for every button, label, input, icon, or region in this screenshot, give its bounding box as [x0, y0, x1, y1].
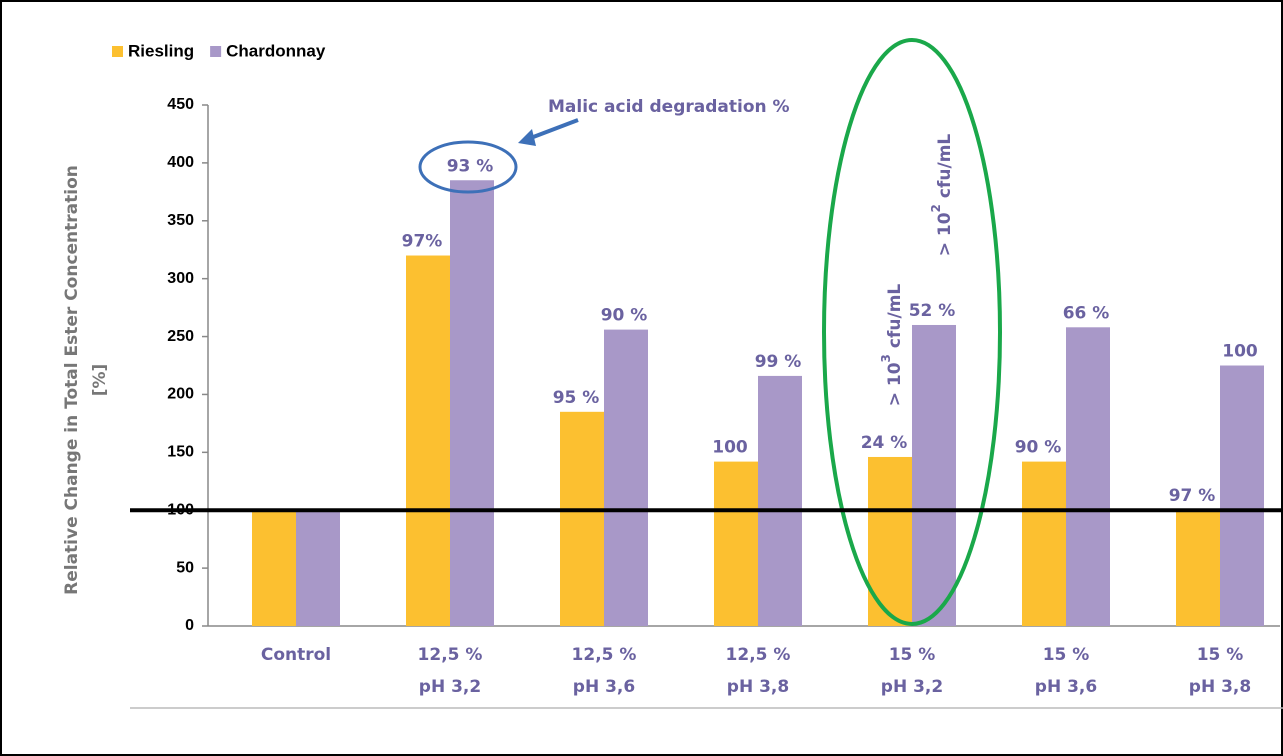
y-tick-label: 350 [167, 212, 194, 229]
bar [296, 510, 340, 626]
y-axis-label: Relative Change in Total Ester Concentra… [62, 165, 82, 595]
bar [912, 324, 956, 626]
x-tick-label: 15 % [1043, 645, 1090, 665]
bar [406, 255, 450, 626]
annotation: Malic acid degradation % [548, 97, 790, 117]
y-tick-label: 0 [185, 617, 194, 634]
highlight-circle [418, 140, 518, 194]
annotation-part: cfu/mL [885, 284, 905, 348]
bar-annotation: 99 % [755, 352, 802, 372]
bar-annotation: 100 [712, 438, 748, 458]
bar-annotation: 90 % [601, 306, 648, 326]
x-tick-label: 15 % [1197, 645, 1244, 665]
annotation: > 102 cfu/mL [929, 134, 956, 257]
bar [1066, 327, 1110, 626]
arrow [527, 118, 579, 141]
bar [714, 461, 758, 626]
bar [560, 411, 604, 626]
annotation-part: > 10 [885, 362, 905, 406]
bar [758, 375, 802, 626]
x-tick-label: Control [261, 645, 331, 665]
bar-annotation: 100 [1222, 342, 1258, 362]
annotation-part: cfu/mL [935, 134, 955, 198]
bar [1176, 510, 1220, 626]
x-tick-label: pH 3,6 [573, 677, 635, 697]
legend-label: Chardonnay [226, 41, 326, 60]
x-tick-label: pH 3,6 [1035, 677, 1097, 697]
annotation-part: 3 [879, 354, 893, 362]
bar-annotation: 97% [402, 232, 443, 252]
x-tick-label: pH 3,2 [419, 677, 481, 697]
y-tick-label: 300 [167, 270, 194, 287]
plot: Control 12,5 % pH 3,2 97% 93 % 12,5 % pH 3,6 95… [208, 156, 1280, 697]
x-tick-label: 15 % [889, 645, 936, 665]
bar [450, 180, 494, 626]
bar [1220, 365, 1264, 626]
arrow-head [518, 129, 536, 146]
annotation-part: > 10 [935, 212, 955, 256]
annotation: > 103 cfu/mL [879, 284, 906, 407]
legend-label: Riesling [128, 41, 194, 60]
bar [252, 510, 296, 626]
highlight-ellipse [822, 38, 1002, 626]
y-tick-label: 450 [167, 96, 194, 113]
x-tick-label: pH 3,8 [727, 677, 789, 697]
x-tick-label: pH 3,2 [881, 677, 943, 697]
bar [604, 329, 648, 626]
y-tick-label: 250 [167, 328, 194, 345]
x-tick-label: 12,5 % [726, 645, 791, 665]
annotation-part: 2 [929, 204, 943, 212]
bar-annotation: 24 % [861, 433, 908, 453]
y-tick-label: 200 [167, 386, 194, 403]
y-tick-label: 50 [176, 559, 194, 576]
x-tick-label: pH 3,8 [1189, 677, 1251, 697]
bar-annotation: 90 % [1015, 438, 1062, 458]
bar [1022, 461, 1066, 626]
y-axis-label: [%] [90, 364, 110, 397]
legend-swatch [112, 46, 123, 57]
x-tick-label: 12,5 % [572, 645, 637, 665]
x-tick-label: 12,5 % [418, 645, 483, 665]
bar-annotation: 93 % [447, 156, 494, 176]
bar-annotation: 95 % [553, 388, 600, 408]
y-tick-label: 150 [167, 444, 194, 461]
bar-annotation: 66 % [1063, 303, 1110, 323]
bar-annotation: 97 % [1169, 486, 1216, 506]
legend-swatch [210, 46, 222, 57]
y-tick-label: 400 [167, 154, 194, 171]
bar-annotation: 52 % [909, 301, 956, 321]
bar [868, 456, 912, 626]
